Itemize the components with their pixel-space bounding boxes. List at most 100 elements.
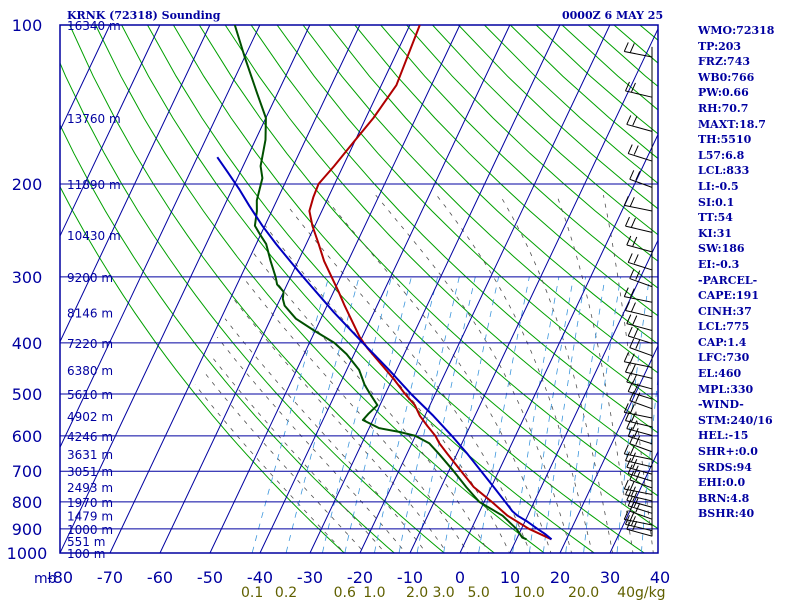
wind-barb-flag (629, 511, 635, 521)
index-item: LI:-0.5 (698, 179, 739, 193)
wind-barb-flag (625, 81, 630, 92)
dry-adiabats (60, 25, 658, 553)
index-item: HEL:-15 (698, 429, 749, 443)
isotherm-line (409, 27, 658, 553)
wind-barb-flag (632, 236, 638, 247)
wind-barb-flag (631, 363, 636, 374)
pressure-tick-label: 500 (12, 385, 43, 404)
dry-adiabat-line (276, 25, 658, 404)
mixing-ratio-tick-label: 40g/kg (617, 585, 665, 600)
temperature-tick-label: -20 (347, 568, 373, 587)
pressure-tick-label: 200 (12, 175, 43, 194)
wind-barb-staff (626, 528, 653, 537)
wind-barb-staff (624, 361, 653, 368)
dry-adiabat-line (60, 123, 396, 553)
wind-barb-flag (632, 420, 638, 430)
pressure-axis-unit: mb (34, 571, 57, 587)
index-item: L57:6.8 (698, 148, 745, 162)
wind-barb-staff (624, 296, 653, 303)
wind-barb-flag (623, 196, 629, 206)
wind-barb-flag (625, 515, 630, 525)
height-labels: 16340 m 13760 m 11890 m 10430 m 9200 m 8146 m… (67, 19, 121, 561)
index-item: LFC:730 (698, 351, 750, 365)
height-label: 3631 m (67, 448, 113, 462)
wind-barb-flag (629, 197, 635, 207)
temperature-tick-label: -60 (147, 568, 173, 587)
wind-barb-flag (633, 383, 639, 393)
valid-time: 0000Z 6 MAY 25 (562, 9, 664, 22)
index-item: KI:31 (698, 226, 733, 240)
index-item: BSHR:40 (698, 507, 755, 521)
height-label: 16340 m (67, 19, 121, 33)
mixing-ratio-line (416, 276, 476, 553)
wind-barb-flag (629, 470, 635, 481)
wind-barb-staff (626, 244, 653, 253)
isotherm-line (309, 25, 561, 553)
wind-barb-staff (629, 347, 653, 357)
wind-barb-flag (632, 459, 638, 469)
moist-adiabat-line (233, 298, 448, 553)
mixing-ratio-tick-label: 3.0 (432, 585, 454, 600)
isotherm-line (159, 25, 411, 553)
index-item: PW:0.66 (698, 86, 749, 100)
wind-barb-flag (627, 144, 633, 154)
wind-barb-staff (626, 323, 653, 332)
mixing-ratio-line (640, 375, 658, 553)
plot-border (59, 24, 659, 554)
isotherm-line (60, 25, 311, 553)
wind-barb-flag (626, 520, 632, 530)
index-item: STM:240/16 (698, 413, 773, 427)
wind-barb-flag (626, 235, 632, 246)
index-item: MPL:330 (698, 382, 754, 396)
height-label: 1970 m (67, 496, 113, 510)
index-item: RH:70.7 (698, 101, 749, 115)
dry-adiabat-line (224, 25, 658, 465)
temperature-tick-label: -70 (97, 568, 123, 587)
dewpoint-profile (233, 25, 527, 541)
dry-adiabat-line (60, 185, 346, 553)
mixing-ratio-tick-label: 2.0 (406, 585, 428, 600)
moist-adiabats (194, 194, 654, 553)
index-item: SI:0.1 (698, 195, 735, 209)
temperature-tick-label: -10 (397, 568, 423, 587)
wind-barb-flag (629, 404, 635, 414)
height-label: 2493 m (67, 481, 113, 495)
height-label: 8146 m (67, 306, 113, 320)
moist-adiabat-line (436, 194, 593, 553)
index-item: EI:-0.3 (698, 257, 740, 271)
mixing-ratio-line (321, 276, 392, 553)
index-item: MAXT:18.7 (698, 117, 766, 131)
mixing-ratio-line (398, 276, 460, 553)
wind-barb-flag (629, 338, 635, 348)
wind-barb-flag (625, 362, 630, 373)
isotherm-line (60, 25, 261, 449)
mixing-ratio-line (478, 276, 530, 553)
index-item: LCL:833 (698, 164, 750, 178)
index-item: SRDS:94 (698, 460, 752, 474)
pressure-tick-label: 100 (12, 16, 43, 35)
wind-barb-staff (624, 50, 653, 58)
wind-barb-flag (632, 116, 638, 126)
wind-barb-flag (625, 216, 630, 227)
wind-barb-staff (624, 518, 653, 526)
wind-barb-staff (625, 523, 653, 532)
moist-adiabat-line (603, 195, 654, 553)
wind-barb-staff (625, 310, 653, 318)
wind-barb-staff (625, 494, 653, 502)
wind-barb-flag (629, 269, 635, 279)
profile-lines (216, 25, 553, 541)
wind-barb-flag (632, 521, 638, 531)
wind-barb-flag (629, 391, 635, 401)
parcel-profile (216, 156, 553, 541)
wind-barb-flag (627, 326, 633, 337)
wind-barb-flag (623, 510, 629, 520)
wind-barb-staff (626, 381, 653, 390)
dry-adiabat-line (60, 61, 446, 553)
wind-barb-flag (627, 496, 633, 507)
index-item: CAP:1.4 (698, 335, 747, 349)
wind-barb-flag (623, 352, 629, 362)
wind-barb-flag (631, 217, 636, 228)
wind-barb-flag (635, 270, 641, 280)
dry-adiabat-line (121, 25, 596, 553)
temperature-tick-label: -30 (297, 568, 323, 587)
